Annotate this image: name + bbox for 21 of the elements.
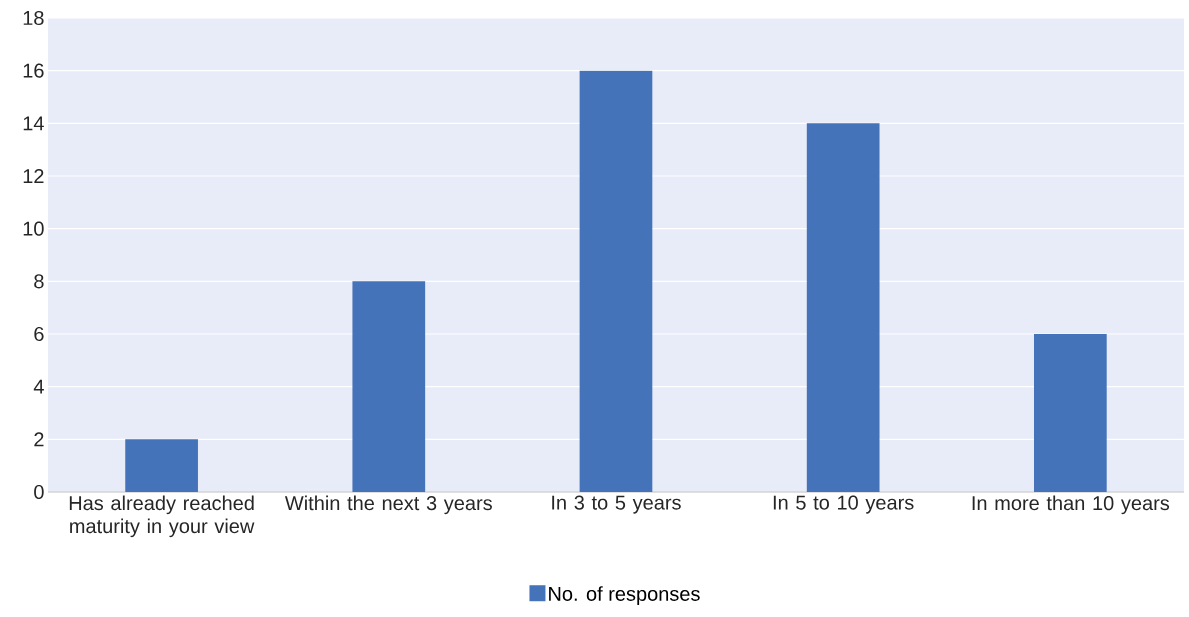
bar: [125, 439, 198, 492]
y-tick-label: 6: [34, 326, 44, 342]
bar: [579, 70, 653, 492]
y-tick-label: 8: [34, 274, 44, 289]
y-tick-label: 2: [34, 432, 44, 447]
bar: [352, 281, 426, 492]
y-tick-label: 18: [23, 10, 44, 26]
y-tick-label: 16: [23, 63, 44, 78]
x-tick-label: Has already reached maturity in your view: [69, 495, 255, 538]
bar: [1034, 333, 1107, 492]
y-tick-label: 10: [23, 221, 44, 236]
y-tick-label: 12: [23, 169, 44, 183]
legend-label: No. of responses: [549, 586, 700, 605]
x-tick-label: In more than 10 years: [972, 495, 1170, 515]
y-tick-label: 4: [33, 379, 44, 394]
y-tick-label: 14: [23, 116, 44, 131]
y-tick-label: 0: [34, 484, 44, 500]
x-tick-label: In 5 to 10 years: [773, 495, 914, 514]
x-tick-label: In 3 to 5 years: [552, 495, 681, 514]
x-tick-label: Within the next 3 years: [284, 495, 492, 515]
bar: [806, 123, 880, 492]
